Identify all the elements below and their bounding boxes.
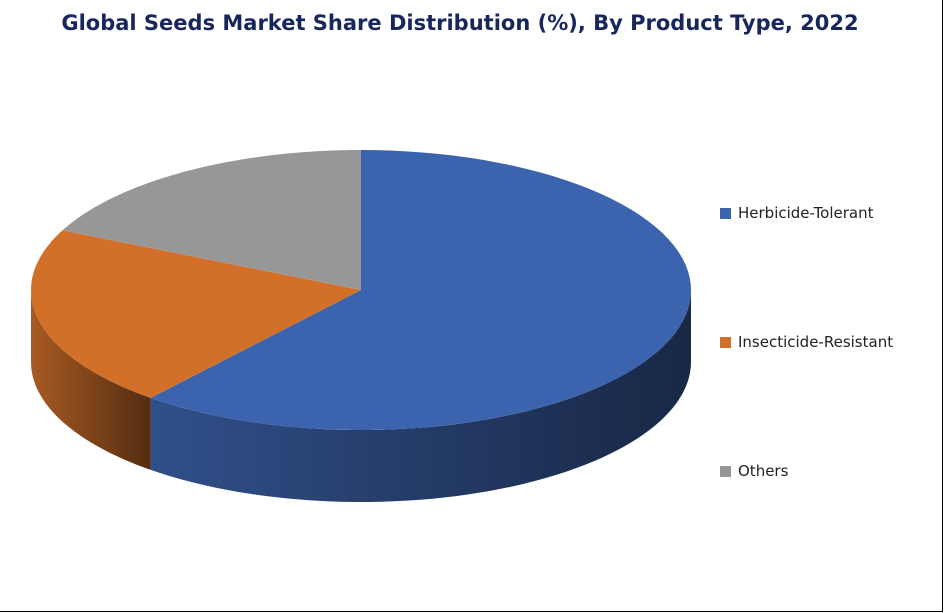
pie-slice-herbicide-tolerant — [150, 150, 691, 430]
legend-swatch — [720, 336, 731, 348]
legend-swatch — [720, 207, 731, 219]
legend-item-herbicide-tolerant: Herbicide-Tolerant — [720, 204, 874, 222]
pie-slice-insecticide-resistant — [31, 230, 362, 398]
legend-item-others: Others — [720, 462, 788, 480]
legend-label: Others — [738, 462, 789, 480]
legend-swatch — [720, 465, 731, 477]
legend-item-insecticide-resistant: Insecticide-Resistant — [720, 333, 893, 351]
legend-label: Insecticide-Resistant — [738, 333, 894, 351]
legend-label: Herbicide-Tolerant — [738, 204, 874, 222]
chart-title: Global Seeds Market Share Distribution (… — [61, 11, 859, 35]
pie-slice-others — [62, 150, 361, 290]
pie-side-insecticide-resistant — [31, 290, 151, 470]
pie-side-herbicide-tolerant — [150, 290, 691, 502]
